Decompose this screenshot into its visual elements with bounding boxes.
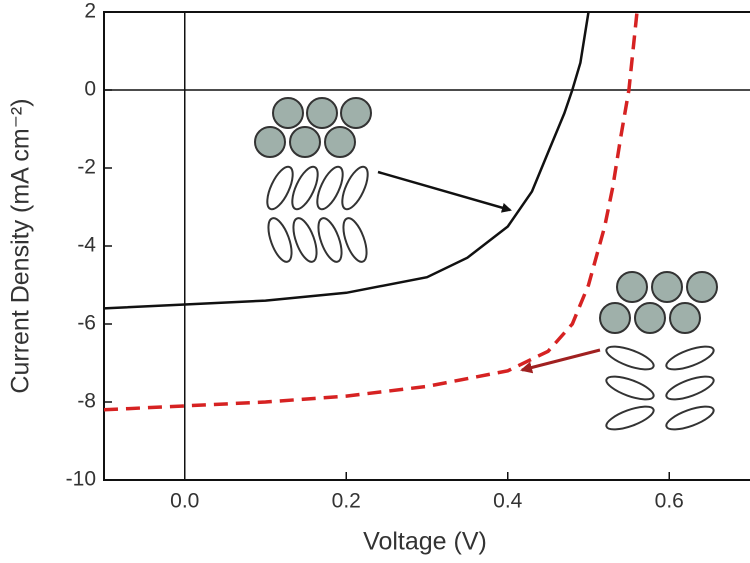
y-tick-label: -10 xyxy=(66,468,96,491)
y-axis-title: Current Density (mA cm⁻²) xyxy=(7,98,35,393)
x-tick-label: 0.4 xyxy=(493,490,523,513)
inset-top xyxy=(254,97,372,263)
y-tick-label: -4 xyxy=(77,234,96,257)
y-tick-label: -6 xyxy=(77,312,96,335)
y-tick-label: 2 xyxy=(84,0,96,23)
series-group xyxy=(104,12,639,412)
data-line xyxy=(104,12,639,412)
arrow xyxy=(520,348,601,374)
data-line xyxy=(104,12,590,310)
arrow xyxy=(377,170,512,213)
y-tick-label: -8 xyxy=(77,390,96,413)
plot-area: 2 0 -2 -4 -6 -8 -10 0.0 0.2 0.4 0.6 xyxy=(66,0,750,513)
y-tick-label: -2 xyxy=(77,156,96,179)
x-tick-label: 0.6 xyxy=(655,490,684,513)
x-axis-title: Voltage (V) xyxy=(363,528,487,556)
y-tick-label: 0 xyxy=(84,78,96,101)
x-tick-label: 0.2 xyxy=(332,490,361,513)
x-tick-label: 0.0 xyxy=(170,490,199,513)
inset-bottom xyxy=(599,271,718,431)
